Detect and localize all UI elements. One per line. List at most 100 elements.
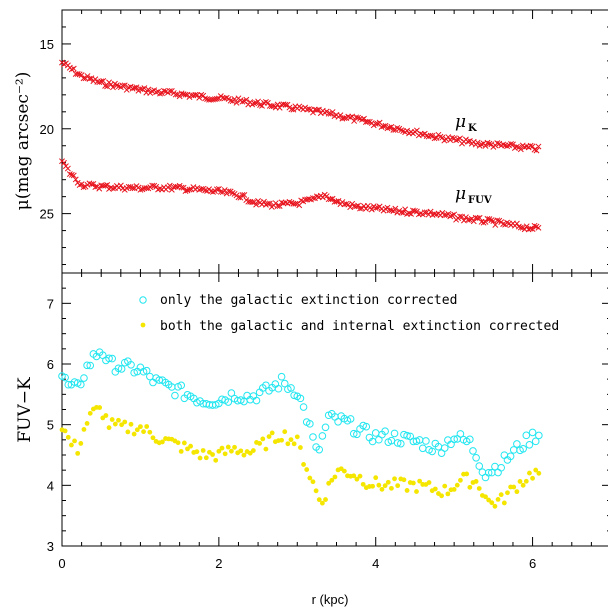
data-point xyxy=(536,470,542,476)
bottom-panel-ticks xyxy=(61,272,608,547)
data-point xyxy=(141,85,148,92)
data-point xyxy=(470,218,477,225)
data-point xyxy=(75,450,81,456)
data-point xyxy=(484,215,491,222)
data-point xyxy=(139,367,148,376)
data-point xyxy=(306,420,314,428)
data-point xyxy=(362,205,369,212)
data-point xyxy=(125,429,131,435)
data-point xyxy=(392,205,399,212)
data-point xyxy=(528,428,537,437)
data-point xyxy=(213,457,219,463)
data-point xyxy=(388,207,395,214)
data-point xyxy=(354,476,360,482)
data-point xyxy=(457,135,463,142)
data-point xyxy=(381,427,389,436)
data-point xyxy=(427,208,434,215)
y-tick-label: 6 xyxy=(47,357,54,372)
data-point xyxy=(125,183,132,190)
data-point xyxy=(92,76,99,83)
data-point xyxy=(78,181,85,188)
data-point xyxy=(142,366,151,375)
data-point xyxy=(389,485,394,491)
data-point xyxy=(213,95,220,102)
data-point xyxy=(171,391,179,400)
data-point xyxy=(263,446,269,452)
data-point xyxy=(127,360,135,369)
y-tick-label: 3 xyxy=(47,539,54,554)
data-point xyxy=(323,193,330,200)
data-point xyxy=(380,123,387,130)
x-tick-label: 0 xyxy=(58,556,65,571)
data-point xyxy=(349,429,358,438)
data-point xyxy=(298,445,303,450)
data-point xyxy=(182,91,189,98)
data-point xyxy=(202,187,209,194)
data-point xyxy=(529,226,536,233)
data-point xyxy=(157,90,163,97)
data-point xyxy=(400,209,407,216)
data-point xyxy=(104,83,111,90)
data-point xyxy=(119,422,125,428)
data-point xyxy=(291,441,297,447)
data-point xyxy=(138,424,143,430)
data-point xyxy=(370,483,375,489)
data-point xyxy=(168,186,175,193)
data-point xyxy=(458,477,463,483)
data-point xyxy=(153,183,160,190)
data-point xyxy=(232,444,237,450)
data-point xyxy=(357,473,363,479)
data-point xyxy=(321,423,330,432)
data-point xyxy=(360,481,366,487)
series-galactic-only xyxy=(58,348,543,482)
data-point xyxy=(282,429,288,435)
data-point xyxy=(149,182,156,189)
data-point xyxy=(417,478,423,484)
data-point xyxy=(65,434,71,440)
x-tick-label: 2 xyxy=(215,556,222,571)
data-point xyxy=(494,140,501,147)
y-tick-label: 15 xyxy=(40,37,54,52)
data-point xyxy=(250,448,256,453)
curve-label-muK-sub: K xyxy=(468,123,477,134)
data-point xyxy=(522,431,531,440)
curve-label-muK: μ K xyxy=(455,112,477,134)
data-point xyxy=(362,422,371,431)
data-point xyxy=(390,126,397,133)
data-point xyxy=(351,473,357,479)
data-point xyxy=(388,123,395,130)
series-muK xyxy=(59,59,542,154)
data-point xyxy=(81,426,87,432)
data-point xyxy=(288,437,294,443)
data-point xyxy=(319,500,325,506)
data-point xyxy=(213,186,220,193)
data-point xyxy=(192,91,199,98)
bottom-y-axis-label: FUV−K xyxy=(15,377,35,443)
data-point xyxy=(243,96,250,103)
bottom-panel-data xyxy=(58,348,543,509)
data-point xyxy=(501,500,507,506)
legend-label-internal: both the galactic and internal extinctio… xyxy=(160,319,559,334)
curve-label-muFUV-sub: FUV xyxy=(468,195,492,206)
data-point xyxy=(316,497,322,503)
data-point xyxy=(198,186,205,193)
data-point xyxy=(498,492,504,498)
data-point xyxy=(70,65,77,72)
data-point xyxy=(257,102,263,109)
data-point xyxy=(360,115,367,122)
data-point xyxy=(253,201,260,208)
data-point xyxy=(284,101,291,108)
data-point xyxy=(410,480,416,486)
top-panel-ticks xyxy=(61,9,608,273)
data-point xyxy=(210,452,215,457)
data-point xyxy=(384,125,391,132)
data-point xyxy=(520,482,526,488)
data-point xyxy=(475,462,484,470)
data-point xyxy=(483,494,488,500)
curve-label-muFUV-main: μ xyxy=(455,184,466,204)
data-point xyxy=(257,440,263,446)
data-point xyxy=(307,475,313,481)
data-point xyxy=(266,434,272,440)
data-point xyxy=(280,379,289,388)
data-point xyxy=(359,421,367,430)
